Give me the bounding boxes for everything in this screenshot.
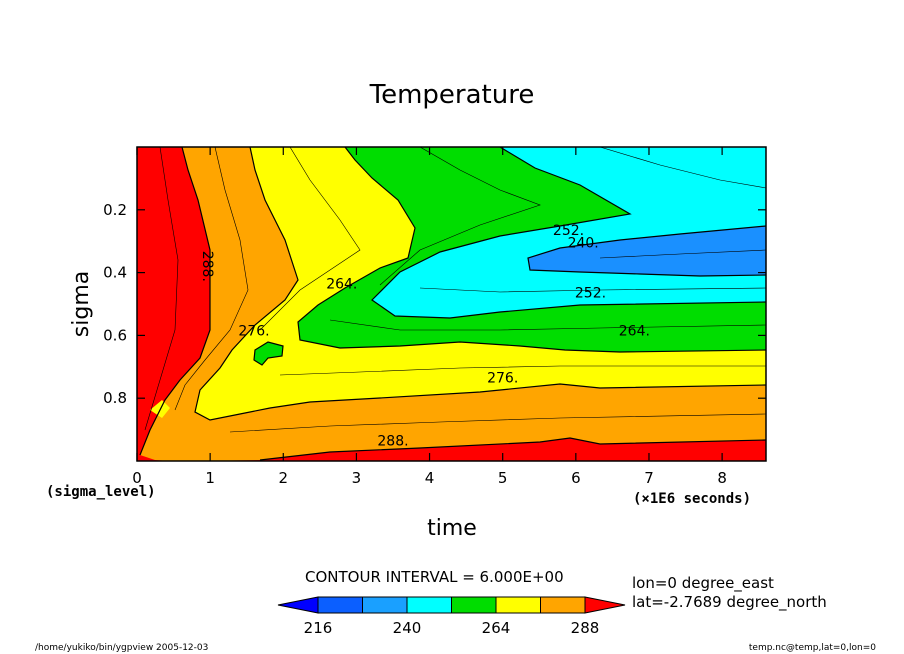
colorbar-tick-label: 216 xyxy=(304,619,333,637)
contour-label: 276. xyxy=(238,323,269,339)
colorbar-segment xyxy=(495,596,541,614)
thin-contour-4 xyxy=(379,147,541,286)
contour-label: 252. xyxy=(575,286,606,302)
y-axis: 0.2 0.4 0.6 0.8 xyxy=(103,201,766,407)
colorbar-segment xyxy=(406,596,452,614)
x-axis-label: time xyxy=(427,516,477,541)
x-tick-label: 6 xyxy=(571,469,581,487)
thin-contour-5 xyxy=(599,147,766,189)
thin-contour-9 xyxy=(419,287,766,293)
colorbar-tick-label: 240 xyxy=(393,619,422,637)
x-tick-label: 8 xyxy=(717,469,727,487)
plot-frame xyxy=(136,146,767,462)
x-tick-label: 3 xyxy=(352,469,362,487)
thin-contour-1 xyxy=(144,147,179,431)
colorbar-segment xyxy=(362,596,408,614)
contour-line-252 xyxy=(371,147,766,319)
x-tick-label: 2 xyxy=(279,469,289,487)
y-tick-label: 0.6 xyxy=(103,326,127,344)
x-tick-label: 0 xyxy=(132,469,142,487)
colorbar-segment xyxy=(317,596,363,614)
contour-line-blob xyxy=(253,341,284,366)
thin-contour-3 xyxy=(259,147,361,331)
contour-line-276 xyxy=(194,147,766,421)
contour-label: 288. xyxy=(377,433,408,449)
contour-label: 276. xyxy=(487,371,518,387)
contour-line-288 xyxy=(139,147,211,456)
x-tick-label: 5 xyxy=(498,469,508,487)
thin-contour-7 xyxy=(279,365,766,376)
chart-title: Temperature xyxy=(369,80,535,110)
colorbar-segment xyxy=(540,596,586,614)
x-axis: 0 1 2 3 4 5 6 7 8 xyxy=(132,147,727,487)
x-corner-label: (sigma_level) xyxy=(46,484,156,500)
y-tick-label: 0.8 xyxy=(103,389,127,407)
thin-contour-8 xyxy=(229,413,766,433)
colorbar-ticks: 216 240 264 288 xyxy=(304,619,600,637)
colorbar-tick-label: 264 xyxy=(482,619,511,637)
footer-left: /home/yukiko/bin/ygpview 2005-12-03 xyxy=(35,643,208,653)
info-lat: lat=-2.7689 degree_north xyxy=(632,593,827,612)
contour-line-264 xyxy=(297,147,766,353)
contour-label: 264. xyxy=(326,276,357,292)
thin-contour-6 xyxy=(329,319,766,331)
contour-label: 264. xyxy=(619,323,650,339)
contour-label: 240. xyxy=(568,235,599,251)
colorbar-segment xyxy=(451,596,497,614)
y-tick-label: 0.2 xyxy=(103,201,127,219)
colorbar xyxy=(277,596,626,614)
contour-interval: CONTOUR INTERVAL = 6.000E+00 xyxy=(305,568,564,586)
info-lon: lon=0 degree_east xyxy=(632,574,774,593)
x-tick-label: 4 xyxy=(425,469,435,487)
contour-label: 288. xyxy=(199,251,215,282)
colorbar-tick-label: 288 xyxy=(571,619,600,637)
region-252-blob xyxy=(254,342,283,365)
contour-line-288-bottom xyxy=(259,437,766,461)
thin-contour-10 xyxy=(599,249,766,259)
y-axis-label: sigma xyxy=(69,271,94,337)
contour-label: 252. xyxy=(553,223,584,239)
x-units-label: (×1E6 seconds) xyxy=(633,491,751,507)
colorbar-under-arrow xyxy=(277,596,319,614)
colorbar-over-arrow xyxy=(584,596,626,614)
plot-area: 288.276.264.252.240.252.264.276.288. xyxy=(136,146,767,462)
region-228 xyxy=(528,226,766,276)
thin-contour-2 xyxy=(174,147,249,411)
y-tick-label: 0.4 xyxy=(103,264,127,282)
x-tick-label: 1 xyxy=(205,469,215,487)
x-tick-label: 7 xyxy=(644,469,654,487)
contour-line-240 xyxy=(527,225,766,277)
footer-right: temp.nc@temp,lat=0,lon=0 xyxy=(749,643,876,653)
